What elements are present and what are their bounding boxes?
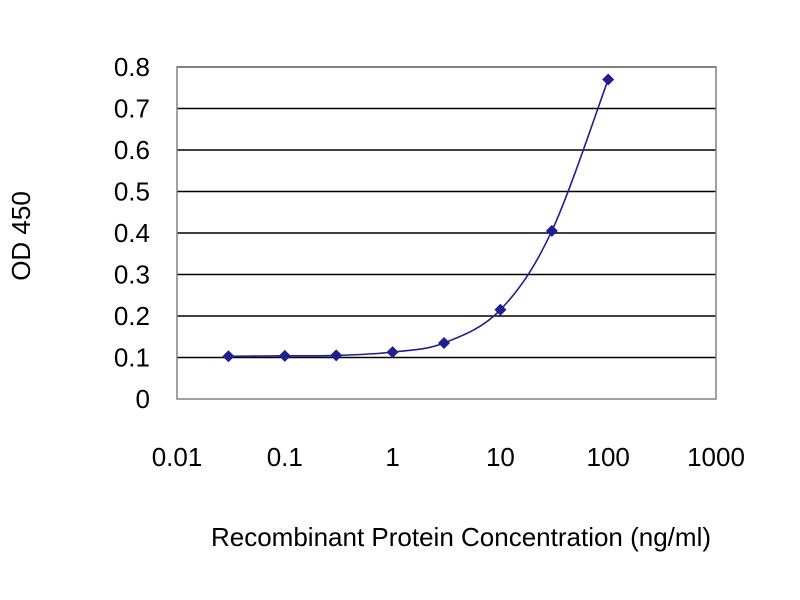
data-point-5	[494, 303, 507, 316]
x-tick-label: 1000	[687, 442, 745, 472]
data-point-3	[386, 346, 399, 359]
y-tick-label: 0.7	[114, 94, 150, 124]
plot-area-border	[176, 66, 717, 400]
x-tick-label: 100	[587, 442, 630, 472]
y-tick-label: 0.4	[114, 218, 150, 248]
y-tick-label: 0.5	[114, 177, 150, 207]
data-point-0	[222, 350, 235, 363]
x-tick-labels: 0.01 0.1 1 10 100 1000	[152, 442, 745, 472]
data-point-7	[602, 73, 615, 86]
x-tick-label: 1	[385, 442, 399, 472]
y-tick-label: 0.1	[114, 343, 150, 373]
data-point-4	[438, 336, 451, 349]
data-point-6	[545, 224, 558, 237]
series-points	[222, 73, 615, 363]
y-tick-label: 0.8	[114, 52, 150, 82]
y-tick-label: 0.6	[114, 135, 150, 165]
data-point-1	[278, 349, 291, 362]
y-tick-label: 0.2	[114, 301, 150, 331]
x-axis-title: Recombinant Protein Concentration (ng/ml…	[211, 522, 711, 552]
y-tick-label: 0	[136, 384, 150, 414]
data-point-2	[330, 349, 343, 362]
y-axis-title: OD 450	[6, 191, 36, 281]
y-tick-label: 0.3	[114, 260, 150, 290]
y-tick-labels: 0 0.1 0.2 0.3 0.4 0.5 0.6 0.7 0.8	[114, 52, 150, 414]
x-tick-label: 10	[486, 442, 515, 472]
x-tick-label: 0.1	[267, 442, 303, 472]
gridlines	[177, 66, 716, 359]
x-tick-label: 0.01	[152, 442, 203, 472]
